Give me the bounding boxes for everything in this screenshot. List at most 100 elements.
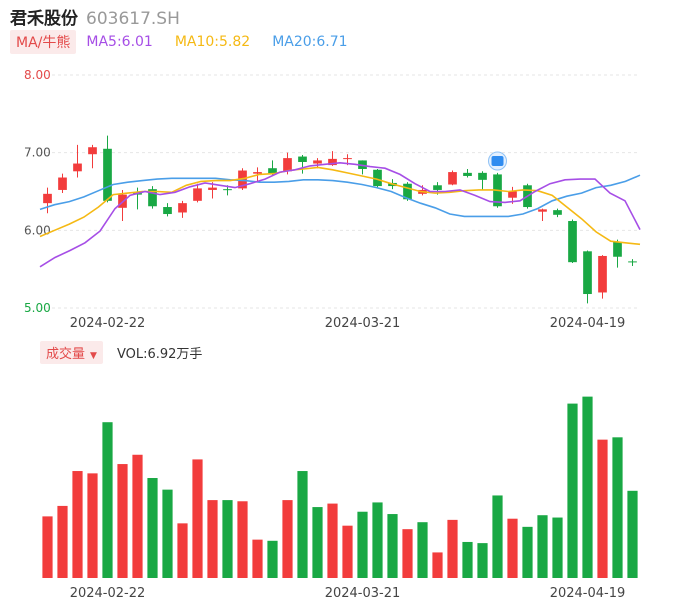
candle <box>313 158 322 169</box>
volume-bar <box>282 500 293 578</box>
volume-bar <box>357 511 368 578</box>
candle-body <box>328 158 337 166</box>
candle <box>148 186 157 209</box>
volume-bar <box>72 471 83 578</box>
volume-bar <box>627 490 638 578</box>
y-tick-label: 8.00 <box>24 68 51 82</box>
candle-body <box>553 210 562 215</box>
candle <box>463 168 472 178</box>
volume-bar <box>342 525 353 578</box>
volume-bar <box>42 516 53 578</box>
candle-body <box>193 188 202 201</box>
volume-bars <box>42 396 638 578</box>
volume-bar <box>147 478 158 578</box>
candle <box>583 250 592 304</box>
candle-body <box>253 172 262 174</box>
candle-body <box>583 251 592 295</box>
stock-code: 603617.SH <box>86 9 180 29</box>
volume-bar <box>387 514 398 578</box>
candle-body <box>298 156 307 162</box>
candle <box>163 203 172 217</box>
volume-bar <box>372 502 383 578</box>
candle <box>628 259 637 267</box>
volume-legend: 成交量 ▼ VOL:6.92万手 <box>40 340 203 364</box>
ma10-legend-label: MA10:5.82 <box>174 34 251 50</box>
volume-bar <box>477 543 488 578</box>
volume-bar <box>417 522 428 578</box>
candle-body <box>73 163 82 172</box>
moving-average-lines <box>39 161 641 268</box>
volume-bar <box>237 501 248 578</box>
price-x-axis: 2024-02-22 2024-03-21 2024-04-19 <box>70 316 626 331</box>
volume-bar <box>522 526 533 578</box>
candle <box>553 208 562 218</box>
volume-bar <box>267 540 278 578</box>
caret-down-icon: ▼ <box>90 350 97 361</box>
candle-body <box>148 189 157 207</box>
volume-value: VOL:6.92万手 <box>116 346 203 362</box>
candle-body <box>223 189 232 191</box>
volume-bar <box>432 552 443 578</box>
stock-name: 君禾股份 <box>10 9 78 29</box>
ma-selector-button[interactable]: MA/牛熊 <box>10 30 77 54</box>
x-tick-label: 2024-02-22 <box>70 586 146 601</box>
candle <box>373 168 382 188</box>
candle-body <box>88 147 97 155</box>
volume-bar <box>327 503 338 578</box>
ma20-legend-label: MA20:6.71 <box>272 34 348 50</box>
candle-body <box>283 158 292 172</box>
volume-bar <box>57 505 68 578</box>
ma5-line <box>39 161 641 268</box>
candle <box>358 160 367 175</box>
x-tick-label: 2024-03-21 <box>325 586 401 601</box>
candle-body <box>343 158 352 160</box>
ma20-line <box>39 174 641 218</box>
candle-body <box>403 183 412 200</box>
candle-body <box>103 148 112 201</box>
y-tick-label: 5.00 <box>24 301 51 315</box>
candle <box>73 144 82 178</box>
volume-bar <box>537 515 548 578</box>
volume-bar <box>612 437 623 578</box>
volume-bar <box>207 500 218 578</box>
candle <box>613 239 622 268</box>
candle <box>178 200 187 218</box>
candle-body <box>463 172 472 176</box>
candle-body <box>43 193 52 204</box>
candle <box>448 170 457 186</box>
volume-bar <box>552 517 563 578</box>
volume-selector-label: 成交量 <box>46 346 86 362</box>
volume-bar <box>132 454 143 578</box>
candle-body <box>58 177 67 190</box>
volume-bar <box>402 529 413 578</box>
volume-bar <box>597 439 608 578</box>
volume-bar <box>447 519 458 578</box>
candle <box>58 173 67 194</box>
volume-bar <box>117 464 128 578</box>
volume-bar <box>492 495 503 578</box>
event-marker-icon <box>488 151 507 171</box>
volume-bar <box>252 539 263 578</box>
candle <box>568 219 577 263</box>
candle <box>598 255 607 299</box>
x-tick-label: 2024-03-21 <box>325 316 401 331</box>
header: 君禾股份 603617.SH <box>10 4 180 29</box>
candle-body <box>613 241 622 257</box>
candle-body <box>178 203 187 213</box>
ma-legend: MA/牛熊 MA5:6.01 MA10:5.82 MA20:6.71 <box>10 30 360 54</box>
candle-body <box>628 261 637 263</box>
x-tick-label: 2024-02-22 <box>70 316 146 331</box>
price-grid <box>40 74 640 309</box>
volume-selector-button[interactable]: 成交量 ▼ <box>40 340 103 364</box>
candlestick-series <box>43 135 637 304</box>
candle-body <box>598 255 607 293</box>
volume-bar <box>222 500 233 578</box>
candle-body <box>508 191 517 198</box>
volume-bar <box>462 541 473 578</box>
price-y-axis: 8.00 7.00 6.00 5.00 <box>24 68 51 315</box>
candle <box>43 187 52 214</box>
candle-body <box>538 209 547 212</box>
candle <box>193 183 202 203</box>
candle-body <box>163 207 172 215</box>
